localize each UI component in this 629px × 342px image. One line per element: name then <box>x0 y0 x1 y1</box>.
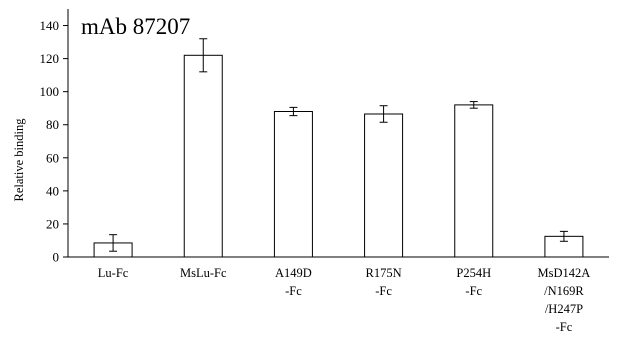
x-tick-label-line: -Fc <box>556 320 573 334</box>
x-tick-label-line: Lu-Fc <box>98 266 129 280</box>
x-tick-label: MsD142A/N169R/H247P -Fc <box>538 266 591 334</box>
x-tick-label: R175N -Fc <box>366 266 402 298</box>
x-tick-label-line: -Fc <box>285 284 302 298</box>
bar <box>364 113 404 258</box>
y-tick-label: 100 <box>40 84 60 99</box>
y-tick-label: 20 <box>46 216 59 231</box>
x-tick-label: A149D -Fc <box>275 266 312 298</box>
x-tick-label: Lu-Fc <box>98 266 129 280</box>
error-bars-group <box>109 38 568 252</box>
bar <box>454 104 494 258</box>
x-tick-label: MsLu-Fc <box>180 266 227 280</box>
y-tick-label: 0 <box>53 250 60 265</box>
x-tick-label-line: MsLu-Fc <box>180 266 227 280</box>
x-tick-label-line: A149D <box>275 266 312 280</box>
y-ticks-group: 0 20 40 60 80 100 120 140 <box>40 18 68 265</box>
x-tick-label-line: -Fc <box>375 284 392 298</box>
x-tick-label: P254H -Fc <box>456 266 491 298</box>
chart-title: mAb 87207 <box>81 14 190 39</box>
bars-group <box>93 54 584 258</box>
y-tick-label: 60 <box>46 150 59 165</box>
x-tick-label-line: /H247P <box>545 302 583 316</box>
x-tick-label-line: MsD142A <box>538 266 591 280</box>
y-axis-label: Relative binding <box>12 118 26 202</box>
x-tick-label-line: -Fc <box>465 284 482 298</box>
y-tick-label: 80 <box>46 117 59 132</box>
y-tick-label: 120 <box>40 51 60 66</box>
bar <box>273 111 313 258</box>
x-tick-label-line: P254H <box>456 266 491 280</box>
x-tick-label-line: /N169R <box>544 284 584 298</box>
bar <box>183 54 223 258</box>
y-tick-label: 40 <box>46 183 59 198</box>
x-tick-label-line: R175N <box>366 266 402 280</box>
y-tick-label: 140 <box>40 18 60 33</box>
